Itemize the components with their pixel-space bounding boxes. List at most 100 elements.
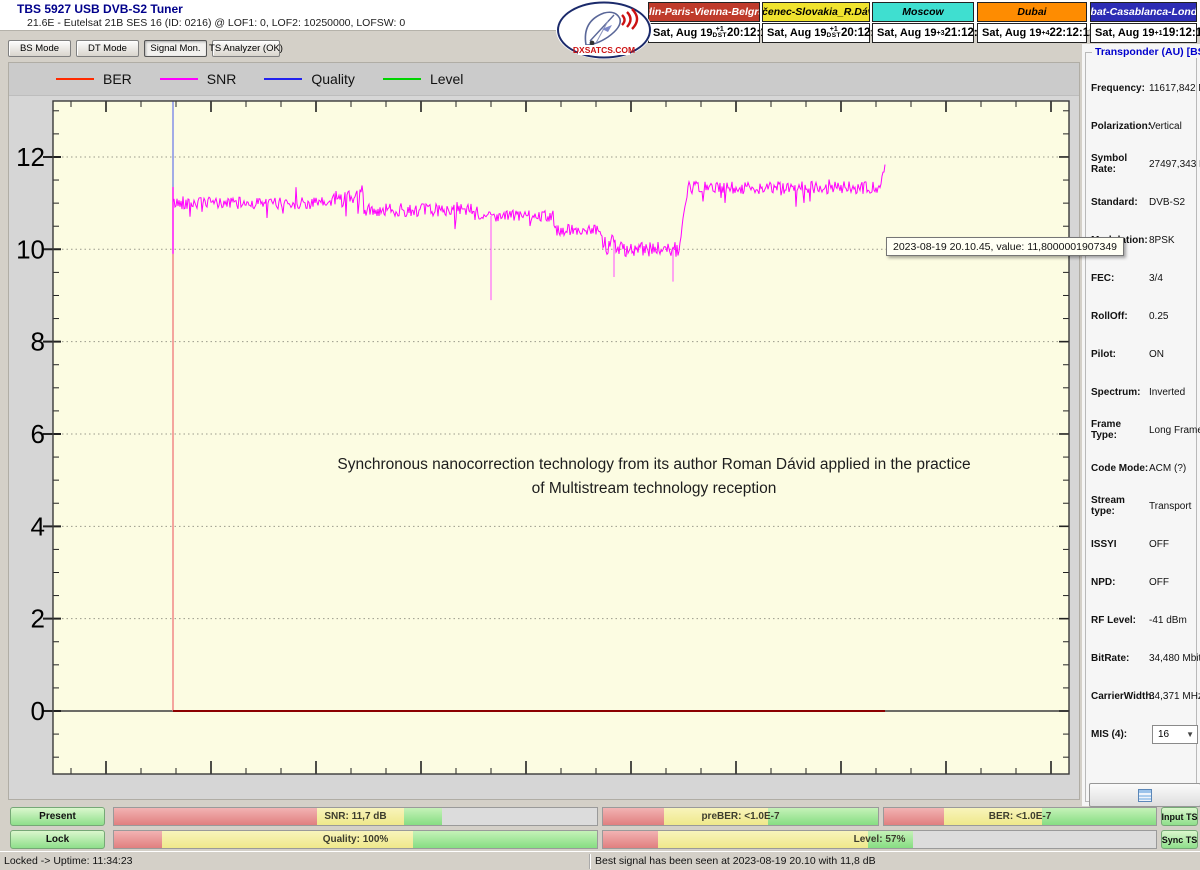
clock-region-name: Rabat-Casablanca-London (1090, 2, 1197, 22)
clock-date: Sat, Aug 19 (1095, 27, 1155, 39)
clock-tz-offset: +1 (1154, 29, 1163, 37)
transponder-groupbox: Transponder (AU) [BS] Frequency: 11617,8… (1085, 46, 1200, 807)
legend-item-ber: BER (56, 71, 132, 87)
y-tick-label: 8 (31, 327, 45, 357)
field-value: Inverted (1149, 386, 1186, 398)
field-label: Frequency: (1091, 82, 1145, 94)
bar-label: preBER: <1.0E-7 (701, 811, 780, 822)
clock-datetime: Sat, Aug 19 +1 DST 20:12:12 (762, 23, 887, 43)
input-ts-button[interactable]: Input TS (1161, 807, 1198, 826)
field-row-standard: Standard: DVB-S2 (1086, 183, 1198, 221)
statusbar-best-signal: Best signal has been seen at 2023-08-19 … (595, 855, 876, 867)
field-row-stream-type: Stream type: Transport (1086, 487, 1198, 525)
statusbar: Locked -> Uptime: 11:34:23 Best signal h… (0, 851, 1200, 870)
bar-segment-red (603, 808, 664, 825)
legend-line-sample (264, 78, 303, 80)
field-row-frequency: Frequency: 11617,842 MHz (1086, 69, 1200, 107)
signal-monitor-chart-panel: BER SNR Quality Level 0 2 4 6 8 10 12 Synchron… (8, 62, 1125, 800)
tab-dt-mode[interactable]: DT Mode (76, 40, 139, 57)
tab-ts-analyzer-ok[interactable]: TS Analyzer (OK) (209, 40, 283, 57)
clock-region-name: Lučenec-Slovakia_R.Dávid (762, 2, 870, 22)
field-value: 8PSK (1149, 234, 1175, 246)
clock-date: Sat, Aug 19 (653, 27, 713, 39)
clock-region-name: Moscow (872, 2, 974, 22)
mis-selected-value: 16 (1158, 728, 1170, 740)
field-value: OFF (1149, 538, 1169, 550)
field-label: BitRate: (1091, 652, 1130, 664)
clock-time: 20:12:12 (727, 27, 774, 39)
field-row-fec: FEC: 3/4 (1086, 259, 1198, 297)
clock-datetime: Sat, Aug 19 +1 19:12:12 (1090, 23, 1200, 43)
y-tick-label: 0 (31, 696, 45, 726)
field-label: RollOff: (1091, 310, 1128, 322)
field-value: -41 dBm (1149, 614, 1187, 626)
annotation-text: Synchronous nanocorrection technology fr… (337, 456, 970, 473)
field-label: ISSYI (1091, 538, 1117, 550)
layout-button[interactable] (1089, 783, 1200, 807)
field-row-symbol-rate: Symbol Rate: 27497,343 KS/s (1086, 145, 1200, 183)
field-value: Vertical (1149, 120, 1182, 132)
bar-segment-yellow (663, 808, 768, 825)
bar-label: Level: 57% (853, 834, 906, 845)
signal-chart-svg: 0 2 4 6 8 10 12 Synchronous nanocorrection tec… (16, 100, 1070, 775)
field-value: ACM (?) (1149, 462, 1187, 474)
clock-time: 19:12:12 (1162, 27, 1200, 39)
dxsatcs-logo: DXSATCS.COM (556, 1, 652, 59)
chart-legend: BER SNR Quality Level (9, 63, 1079, 96)
field-row-polarization: Polarization: Vertical (1086, 107, 1198, 145)
field-label: Stream type: (1091, 495, 1125, 517)
clock-panel-berlin-paris-vienna-belgrade: Berlin-Paris-Vienna-Belgrade Sat, Aug 19… (648, 2, 773, 43)
clock-region-name: Dubai (977, 2, 1087, 22)
y-tick-label: 4 (31, 511, 45, 541)
mode-tabs: BS Mode DT Mode Signal Mon. TS Analyzer (OK… (8, 40, 283, 58)
field-label: Polarization: (1091, 120, 1152, 132)
clock-date: Sat, Aug 19 (877, 27, 937, 39)
clock-tz-offset: +3 (936, 29, 945, 37)
y-tick-label: 12 (16, 142, 45, 172)
field-label: MIS (4): (1091, 728, 1128, 740)
field-row-carrierwidth: CarrierWidth: 34,371 MHz (1086, 677, 1200, 715)
present-button[interactable]: Present (10, 807, 105, 826)
bar-segment-green (413, 831, 597, 848)
bar-label: BER: <1.0E-7 (988, 811, 1052, 822)
bar-label: SNR: 11,7 dB (324, 811, 387, 822)
y-tick-label: 6 (31, 419, 45, 449)
field-value: 0.25 (1149, 310, 1169, 322)
clock-tz-offset: +1 DST (826, 26, 841, 40)
bar-segment-red (114, 808, 317, 825)
clock-time: 22:12:12 (1049, 27, 1096, 39)
field-value: Long Frame (1149, 424, 1200, 436)
clock-panel-moscow: Moscow Sat, Aug 19 +3 21:12:12 (872, 2, 991, 43)
lock-button[interactable]: Lock (10, 830, 105, 849)
satellite-dish-icon: DXSATCS.COM (557, 1, 651, 59)
transponder-fields: Frequency: 11617,842 MHzPolarization: Ve… (1086, 69, 1200, 753)
tab-signal-mon[interactable]: Signal Mon. (144, 40, 207, 57)
legend-label: SNR (206, 71, 237, 87)
bar-segment-green (1041, 808, 1156, 825)
tab-bs-mode[interactable]: BS Mode (8, 40, 71, 57)
chevron-down-icon: ▼ (1186, 729, 1194, 739)
field-label: Code Mode: (1091, 462, 1149, 474)
plot-frame (52, 100, 1070, 775)
field-label: CarrierWidth: (1091, 690, 1155, 702)
clock-date: Sat, Aug 19 (982, 27, 1042, 39)
app-title: TBS 5927 USB DVB-S2 Tuner (17, 2, 183, 16)
legend-item-snr: SNR (159, 71, 237, 87)
bar-segment-green (403, 808, 443, 825)
field-label: Frame Type: (1091, 419, 1122, 441)
clock-tz-offset: +1 DST (712, 26, 727, 40)
legend-label: BER (103, 71, 132, 87)
legend-item-level: Level (382, 71, 464, 87)
series-traces (172, 101, 886, 712)
clock-panel-dubai: Dubai Sat, Aug 19 +4 22:12:12 (977, 2, 1096, 43)
field-row-mis: MIS (4): 16 ▼ (1086, 715, 1198, 753)
window-layout-icon (1138, 788, 1152, 802)
sync-ts-button[interactable]: Sync TS (1161, 830, 1198, 849)
axis-ticks (43, 101, 1069, 774)
legend-label: Level (429, 71, 464, 87)
bar-segment-yellow (943, 808, 1042, 825)
field-row-rf-level: RF Level: -41 dBm (1086, 601, 1198, 639)
field-row-code-mode: Code Mode: ACM (?) (1086, 449, 1198, 487)
mis-select[interactable]: 16 ▼ (1152, 724, 1198, 744)
